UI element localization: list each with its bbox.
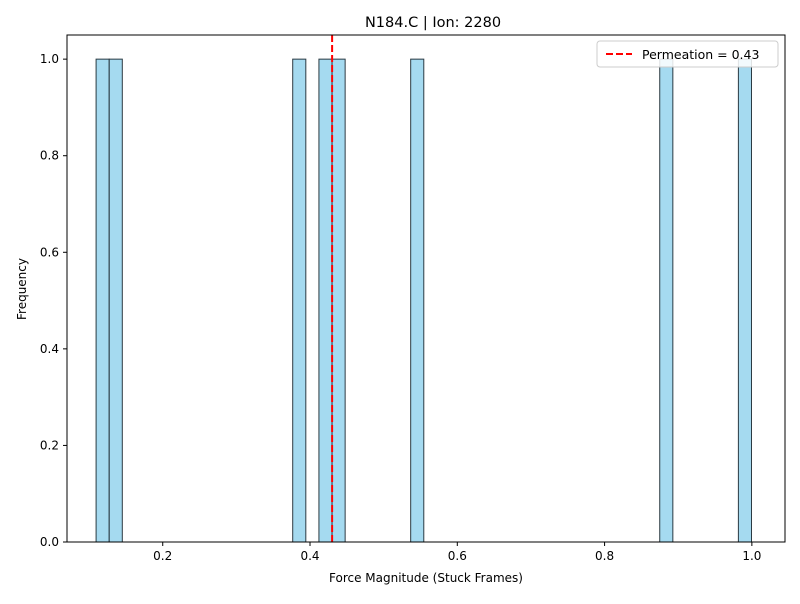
x-tick-label: 0.2 (153, 549, 172, 563)
y-axis-ticks: 0.0 0.2 0.4 0.6 0.8 1.0 (40, 52, 67, 549)
legend-box (596, 40, 779, 68)
y-tick-label: 1.0 (40, 52, 59, 66)
bars-layer (95, 58, 752, 543)
x-tick-label: 0.6 (448, 549, 467, 563)
histogram-bar-5 (331, 58, 346, 543)
histogram-bar-6 (410, 58, 425, 543)
axes-frame (66, 34, 786, 543)
legend: Permeation = 0.43 (596, 40, 779, 68)
y-tick-label: 0.6 (40, 245, 59, 259)
histogram-bar-1 (95, 58, 110, 543)
x-axis-label: Force Magnitude (Stuck Frames) (329, 571, 523, 585)
y-tick-label: 0.8 (40, 149, 59, 163)
x-tick-label: 0.8 (595, 549, 614, 563)
y-tick-label: 0.4 (40, 342, 59, 356)
x-tick-label: 0.4 (300, 549, 319, 563)
y-tick-label: 0.2 (40, 438, 59, 452)
y-tick-label: 0.0 (40, 535, 59, 549)
legend-label: Permeation = 0.43 (642, 47, 759, 62)
histogram-bar-7 (659, 58, 674, 543)
x-tick-label: 1.0 (742, 549, 761, 563)
chart-title: N184.C | Ion: 2280 (365, 15, 501, 31)
x-axis-ticks: 0.2 0.4 0.6 0.8 1.0 (153, 542, 761, 563)
histogram-bar-3 (292, 58, 307, 543)
y-axis-label: Frequency (15, 258, 29, 320)
histogram-bar-2 (108, 58, 123, 543)
histogram-bar-4 (318, 58, 333, 543)
histogram-bar-8 (737, 58, 752, 543)
